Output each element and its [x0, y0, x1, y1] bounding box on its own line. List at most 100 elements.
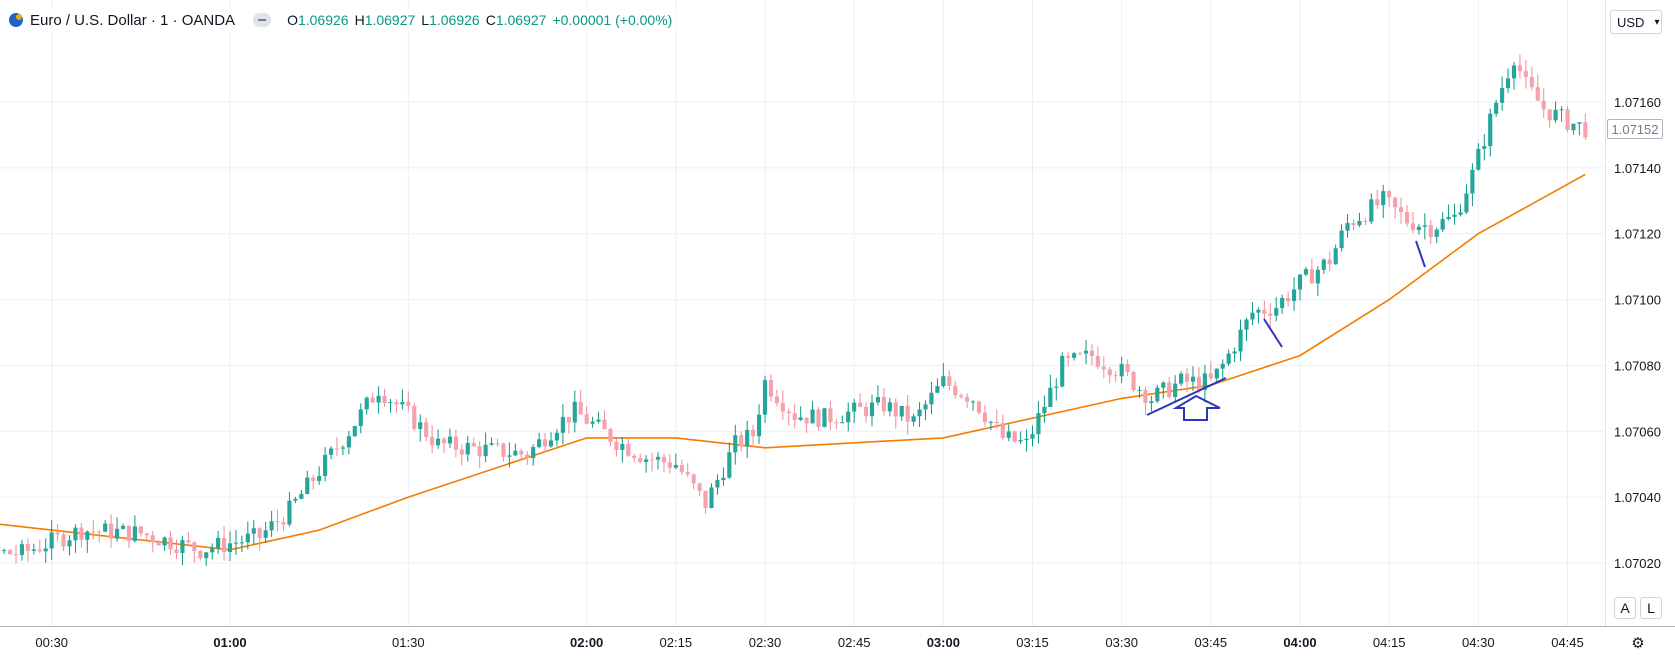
candle — [644, 455, 649, 473]
candle-body — [168, 537, 173, 550]
candle-body — [340, 447, 346, 449]
candle-body — [893, 402, 898, 417]
candle-body — [560, 416, 565, 433]
candle-body — [489, 443, 494, 445]
candle — [323, 446, 328, 482]
candle — [311, 475, 316, 490]
candle-body — [501, 443, 506, 457]
candle-body — [1440, 219, 1445, 230]
close-value: 1.06927 — [495, 12, 547, 28]
log-scale-button[interactable]: L — [1640, 597, 1662, 619]
candle — [245, 521, 250, 550]
candle-body — [1048, 387, 1053, 407]
candle-body — [1054, 386, 1059, 388]
candle-body — [519, 450, 524, 455]
candle — [798, 406, 803, 422]
candle-body — [572, 401, 577, 423]
candle — [1107, 366, 1112, 384]
candle — [531, 444, 536, 466]
candle — [1440, 212, 1445, 233]
auto-scale-button[interactable]: A — [1614, 597, 1636, 619]
candle — [899, 405, 904, 421]
candle-body — [1167, 382, 1172, 398]
up-arrow-drawing[interactable] — [1172, 394, 1221, 421]
candle — [953, 381, 958, 399]
candle — [691, 473, 696, 490]
candle — [1357, 212, 1362, 228]
candle — [745, 420, 750, 458]
candle-body — [55, 532, 60, 535]
candle-body — [1036, 413, 1041, 435]
candle — [733, 424, 738, 465]
candle-body — [2, 550, 7, 552]
candle — [1113, 371, 1118, 382]
candle — [715, 474, 720, 495]
low-value: 1.06926 — [429, 12, 480, 28]
last-price-label: 1.07152 — [1607, 119, 1663, 139]
hide-legend-icon[interactable] — [253, 13, 272, 27]
candle — [887, 397, 892, 417]
candle-body — [192, 542, 197, 551]
candle-body — [1232, 351, 1237, 354]
candle-body — [91, 531, 96, 533]
candle — [495, 438, 500, 447]
candle — [941, 363, 946, 388]
stroke-drawing-1[interactable] — [1263, 318, 1283, 348]
candle-body — [822, 408, 827, 427]
candle-body — [1422, 225, 1427, 227]
candle-body — [798, 417, 803, 420]
candle-body — [1072, 353, 1077, 358]
candle-body — [786, 411, 791, 414]
candle — [299, 489, 304, 500]
candle-body — [334, 448, 340, 450]
user-drawings[interactable] — [1146, 240, 1426, 421]
candle — [364, 396, 369, 415]
candle — [810, 400, 815, 424]
currency-selector[interactable]: USD ▾ — [1610, 10, 1662, 34]
candle — [1470, 163, 1475, 207]
stroke-drawing-2[interactable] — [1415, 240, 1426, 268]
candlesticks[interactable] — [0, 54, 1588, 588]
candle — [1244, 317, 1249, 341]
candle-body — [352, 426, 357, 437]
candle-body — [1226, 353, 1231, 364]
candle — [352, 425, 357, 438]
trendline-drawing[interactable] — [1146, 377, 1227, 416]
candle-body — [31, 549, 36, 551]
candle — [1297, 274, 1303, 301]
candle — [929, 381, 934, 415]
candle-body — [109, 523, 114, 539]
y-tick-label: 1.07140 — [1614, 161, 1661, 176]
candle-body — [899, 405, 904, 417]
candle — [1030, 425, 1035, 447]
gear-icon[interactable]: ⚙ — [1631, 635, 1645, 652]
x-tick-label: 02:30 — [749, 635, 782, 650]
candle — [418, 414, 423, 442]
candle-body — [953, 385, 958, 396]
candle — [537, 432, 542, 449]
candle-body — [156, 541, 161, 546]
candle — [382, 388, 387, 407]
candle-body — [323, 454, 328, 477]
candle — [655, 452, 661, 470]
candle — [1315, 266, 1320, 296]
candle — [55, 523, 60, 542]
candle — [85, 530, 90, 553]
symbol-title[interactable]: Euro / U.S. Dollar · 1 · OANDA — [30, 11, 236, 29]
candle — [1196, 367, 1202, 394]
candle — [673, 453, 678, 470]
symbol-legend: Euro / U.S. Dollar · 1 · OANDA O 1.06926 … — [8, 8, 677, 32]
candle-body — [935, 386, 940, 393]
candle-body — [1517, 65, 1523, 72]
candle — [19, 539, 25, 561]
candle — [1089, 343, 1095, 366]
candle-body — [566, 416, 571, 423]
candle-body — [1030, 434, 1035, 439]
candle — [1458, 204, 1463, 217]
candle-body — [1523, 71, 1528, 77]
candle — [1339, 224, 1344, 252]
candle — [1119, 356, 1124, 384]
candle — [441, 436, 447, 453]
candle — [435, 429, 441, 449]
